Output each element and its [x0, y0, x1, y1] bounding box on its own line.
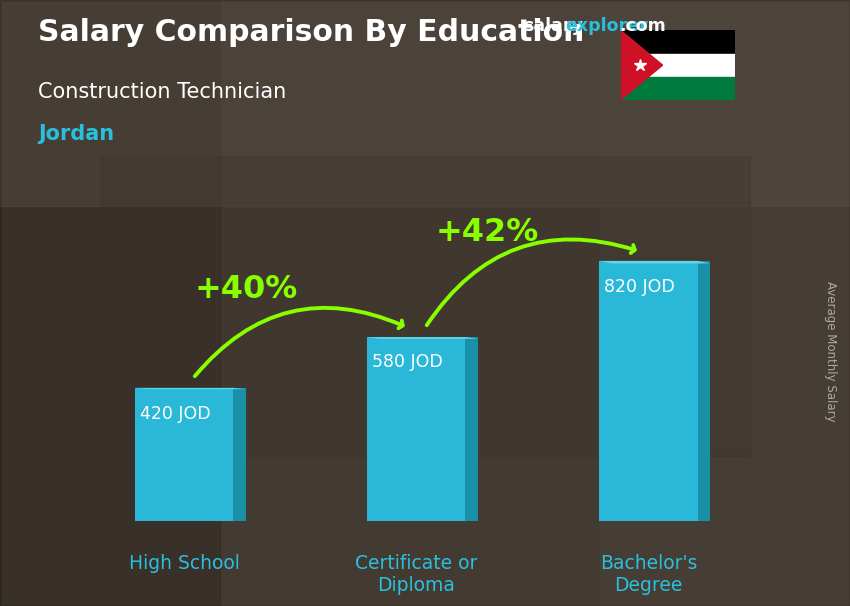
- Polygon shape: [599, 261, 710, 264]
- Bar: [100, 156, 750, 456]
- Text: Salary Comparison By Education: Salary Comparison By Education: [38, 18, 585, 47]
- Text: 820 JOD: 820 JOD: [604, 278, 675, 296]
- Text: salary: salary: [523, 17, 582, 35]
- Text: High School: High School: [128, 554, 240, 573]
- Polygon shape: [367, 337, 478, 339]
- Polygon shape: [135, 388, 246, 389]
- Bar: [600, 0, 850, 606]
- Bar: [367, 337, 466, 521]
- Bar: [599, 261, 698, 521]
- Text: Bachelor's
Degree: Bachelor's Degree: [600, 554, 697, 596]
- Bar: [620, 30, 735, 53]
- Bar: [135, 388, 233, 521]
- Bar: [620, 77, 735, 100]
- Text: Average Monthly Salary: Average Monthly Salary: [824, 281, 837, 422]
- Text: Construction Technician: Construction Technician: [38, 82, 286, 102]
- Text: +42%: +42%: [436, 217, 540, 248]
- Bar: [0, 0, 850, 206]
- Bar: [620, 53, 735, 77]
- Text: 580 JOD: 580 JOD: [372, 353, 443, 371]
- Text: .com: .com: [619, 17, 666, 35]
- Text: +40%: +40%: [195, 274, 298, 305]
- Text: explorer: explorer: [565, 17, 648, 35]
- Bar: [0, 0, 220, 606]
- Text: Certificate or
Diploma: Certificate or Diploma: [355, 554, 478, 596]
- Text: 420 JOD: 420 JOD: [140, 405, 211, 424]
- Text: Jordan: Jordan: [38, 124, 115, 144]
- Polygon shape: [620, 30, 663, 100]
